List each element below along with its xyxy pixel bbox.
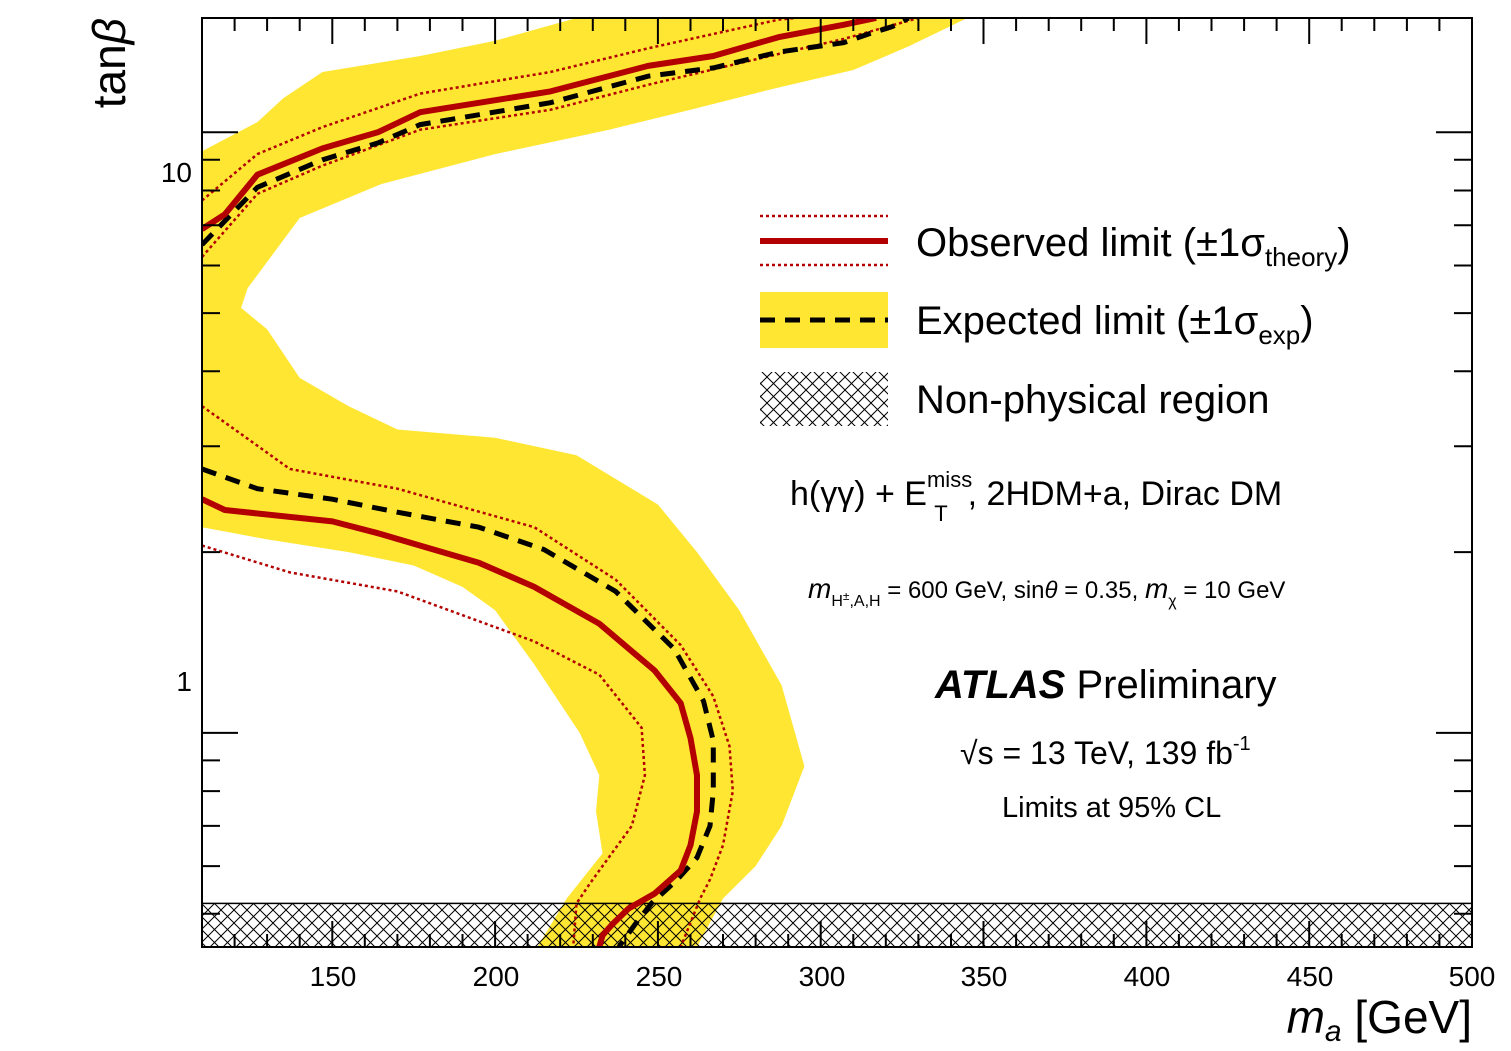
x-tick-label-350: 350 <box>961 961 1008 992</box>
legend-nonphysical-swatch <box>760 372 888 426</box>
legend-nonphysical-label: Non-physical region <box>916 378 1270 422</box>
expected-limit-line-lower <box>202 466 716 947</box>
non-physical-region <box>202 902 1472 947</box>
confidence-level-label: Limits at 95% CL <box>1002 792 1221 824</box>
expected-limit-line-upper <box>202 18 910 247</box>
x-tick-label-400: 400 <box>1124 961 1171 992</box>
x-tick-label-200: 200 <box>473 961 520 992</box>
legend-item-nonphysical: Non-physical region <box>760 372 1270 426</box>
x-tick-label-150: 150 <box>310 961 357 992</box>
x-tick-label-450: 450 <box>1287 961 1334 992</box>
observed-plus-sigma-line-upper <box>202 18 795 202</box>
atlas-label: ATLAS Preliminary <box>934 663 1277 707</box>
y-tick-label-10: 10 <box>161 157 192 188</box>
observed-plus-sigma-line-lower <box>202 405 735 947</box>
axis-ticks <box>201 18 1473 947</box>
legend-item-expected: Expected limit (±1σexp) <box>760 292 1314 350</box>
observed-minus-sigma-line-lower <box>202 544 647 947</box>
legend-observed-label: Observed limit (±1σtheory) <box>916 221 1351 272</box>
observed-limit-line-upper <box>202 18 877 232</box>
expected-band-group <box>202 18 968 947</box>
energy-luminosity-label: √s = 13 TeV, 139 fb-1 <box>960 733 1251 771</box>
y-axis-label: tanβ <box>83 18 135 108</box>
x-tick-label-250: 250 <box>636 961 683 992</box>
observed-minus-sigma-line-upper <box>202 18 919 258</box>
limit-lines-group <box>202 18 919 947</box>
x-tick-label-300: 300 <box>799 961 846 992</box>
parameters-annotation: mH±,A,H = 600 GeV, sinθ = 0.35, mχ = 10 … <box>808 573 1285 610</box>
x-axis-label: ma [GeV] <box>1287 991 1472 1048</box>
legend: Observed limit (±1σtheory) Expected limi… <box>760 214 1351 426</box>
x-tick-label-500: 500 <box>1449 961 1496 992</box>
legend-expected-label: Expected limit (±1σexp) <box>916 299 1314 350</box>
expected-band <box>202 18 968 947</box>
process-annotation: h(γγ) + Emiss T, 2HDM+a, Dirac DM <box>790 467 1282 526</box>
observed-limit-line-lower <box>202 496 700 947</box>
y-tick-label-1: 1 <box>176 666 192 697</box>
legend-item-observed: Observed limit (±1σtheory) <box>760 214 1351 272</box>
plot-frame <box>201 17 1473 948</box>
